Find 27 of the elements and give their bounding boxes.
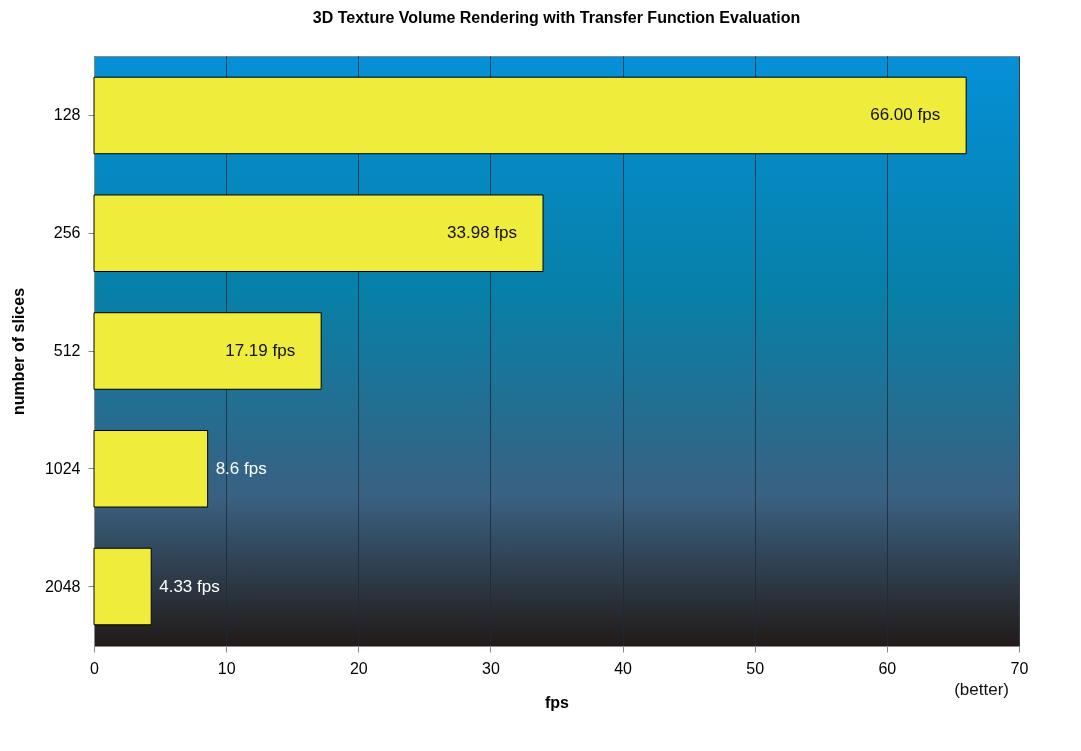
- y-tick-label: 128: [53, 106, 81, 124]
- y-tick-label: 1024: [44, 459, 81, 477]
- bar: [93, 312, 322, 390]
- data-label: 66.00 fps: [870, 105, 941, 125]
- bar: [93, 76, 967, 155]
- y-tick-label: 512: [53, 342, 81, 359]
- y-tick-label: 2048: [44, 577, 81, 595]
- x-tick-label: 20: [349, 659, 368, 677]
- chart-title: 3D Texture Volume Rendering with Transfer Function Evaluation: [312, 9, 801, 26]
- x-tick-label: 40: [614, 659, 633, 677]
- x-tick-label: 70: [1010, 659, 1029, 677]
- x-tick-label: 0: [90, 659, 100, 677]
- bar: [93, 429, 209, 508]
- data-label: 8.6 fps: [215, 458, 267, 478]
- x-tick-label: 30: [482, 659, 500, 677]
- bar: [93, 547, 152, 626]
- x-axis-title: fps: [545, 693, 570, 711]
- y-tick-label: 256: [53, 224, 81, 242]
- y-axis-title: number of slices: [9, 287, 27, 416]
- data-label: 17.19 fps: [225, 341, 296, 360]
- data-label: 33.98 fps: [447, 223, 518, 243]
- x-tick-label: 10: [217, 659, 236, 677]
- data-label: 4.33 fps: [159, 576, 220, 596]
- x-tick-label: 50: [746, 659, 765, 677]
- bar: [93, 194, 544, 273]
- text: (better): [954, 680, 1009, 699]
- x-tick-label: 60: [878, 659, 897, 677]
